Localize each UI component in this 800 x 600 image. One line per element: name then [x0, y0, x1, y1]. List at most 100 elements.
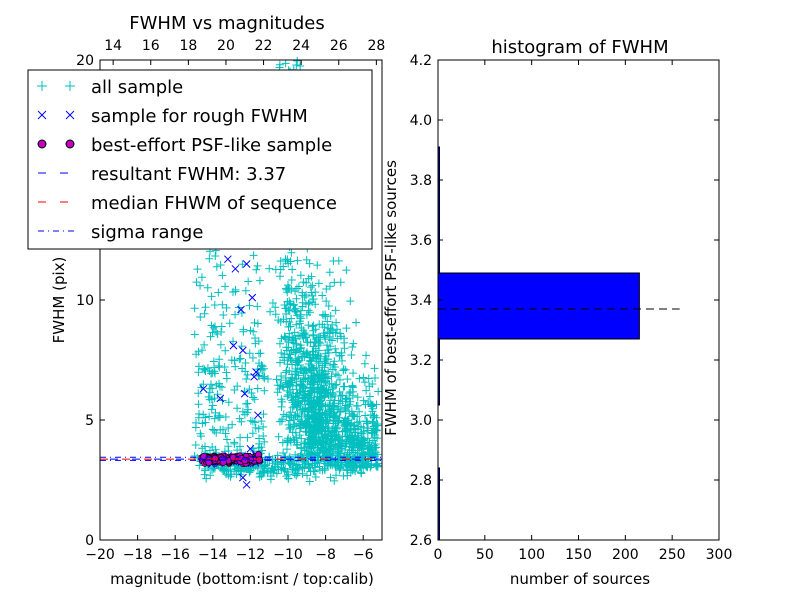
all-sample-point [321, 417, 330, 426]
all-sample-point [359, 434, 368, 443]
all-sample-point [306, 400, 315, 409]
all-sample-point [307, 356, 316, 365]
all-sample-point [292, 339, 301, 348]
right-panel-fwhm-histogram: histogram of FWHM 0 50 100 150 200 250 300 2.6… [382, 37, 732, 588]
all-sample-point [297, 443, 306, 452]
rough-sample-point [246, 444, 255, 453]
all-sample-point [364, 374, 373, 383]
all-sample-point [309, 321, 318, 330]
left-top-tick-label: 16 [142, 38, 160, 54]
all-sample-point [259, 468, 268, 477]
all-sample-point [319, 372, 328, 381]
all-sample-point [350, 462, 359, 471]
all-sample-point [207, 321, 216, 330]
all-sample-point [318, 441, 327, 450]
all-sample-point [300, 353, 309, 362]
all-sample-point [196, 281, 205, 290]
all-sample-point [352, 318, 361, 327]
all-sample-point [290, 400, 299, 409]
all-sample-point [343, 425, 352, 434]
all-sample-point [343, 375, 352, 384]
all-sample-point [210, 300, 219, 309]
all-sample-point [315, 387, 324, 396]
all-sample-point [283, 392, 292, 401]
all-sample-point [321, 310, 330, 319]
all-sample-point [286, 408, 295, 417]
all-sample-point [243, 433, 252, 442]
all-sample-point [285, 416, 294, 425]
all-sample-point [315, 370, 324, 379]
all-sample-point [308, 401, 317, 410]
all-sample-point [233, 404, 242, 413]
all-sample-point [220, 362, 229, 371]
all-sample-point [214, 288, 223, 297]
all-sample-point [278, 415, 287, 424]
psf-sample-point [255, 456, 263, 464]
all-sample-point [216, 260, 225, 269]
all-sample-point [374, 387, 383, 396]
all-sample-point [252, 265, 261, 274]
all-sample-point [327, 407, 336, 416]
all-sample-point [370, 364, 379, 373]
all-sample-point [314, 416, 323, 425]
all-sample-point [253, 319, 262, 328]
all-sample-point [200, 309, 209, 318]
all-sample-point [349, 339, 358, 348]
right-x-axis-label: number of sources [510, 570, 650, 588]
all-sample-point [349, 387, 358, 396]
all-sample-point [333, 418, 342, 427]
all-sample-point [255, 469, 264, 478]
all-sample-point [282, 366, 291, 375]
all-sample-point [291, 287, 300, 296]
all-sample-point [345, 394, 354, 403]
all-sample-point [329, 416, 338, 425]
all-sample-point [298, 463, 307, 472]
all-sample-point [323, 415, 332, 424]
all-sample-point [331, 370, 340, 379]
all-sample-point [224, 442, 233, 451]
all-sample-point [321, 349, 330, 358]
all-sample-point [326, 360, 335, 369]
all-sample-point [205, 446, 214, 455]
all-sample-point [267, 465, 276, 474]
all-sample-point [311, 473, 320, 482]
all-sample-point [250, 418, 259, 427]
left-top-tick-label: 24 [292, 38, 310, 54]
all-sample-point [296, 451, 305, 460]
all-sample-point [371, 373, 380, 382]
all-sample-point [230, 439, 239, 448]
right-y-axis: 2.6 2.8 3.0 3.2 3.4 3.6 3.8 4.0 4.2 [410, 53, 719, 549]
rough-sample-point [239, 473, 247, 482]
rough-sample-point [239, 346, 247, 355]
legend-entry-rough-sample: sample for rough FWHM [37, 106, 308, 127]
all-sample-point [330, 357, 339, 366]
all-sample-point [352, 418, 361, 427]
all-sample-point [304, 407, 313, 416]
all-sample-point [292, 381, 301, 390]
all-sample-point [302, 349, 311, 358]
all-sample-point [325, 268, 334, 277]
all-sample-point [218, 300, 227, 309]
all-sample-point [328, 431, 337, 440]
all-sample-point [340, 338, 349, 347]
all-sample-point [302, 310, 311, 319]
all-sample-point [236, 354, 245, 363]
all-sample-point [276, 358, 284, 367]
all-sample-point [355, 374, 364, 383]
all-sample-point [289, 415, 298, 424]
all-sample-point [299, 278, 308, 287]
all-sample-point [224, 398, 233, 407]
all-sample-point [328, 328, 337, 337]
all-sample-point [304, 415, 313, 424]
histogram-bars [437, 146, 640, 541]
all-sample-point [230, 356, 239, 365]
all-sample-point [348, 342, 357, 351]
all-sample-point [286, 322, 295, 331]
all-sample-point [344, 435, 353, 444]
all-sample-point [316, 392, 325, 401]
all-sample-point [236, 433, 245, 442]
all-sample-point [244, 405, 253, 414]
left-x-tick-label: −14 [198, 547, 228, 563]
all-sample-point [212, 428, 221, 437]
all-sample-point [271, 265, 280, 274]
